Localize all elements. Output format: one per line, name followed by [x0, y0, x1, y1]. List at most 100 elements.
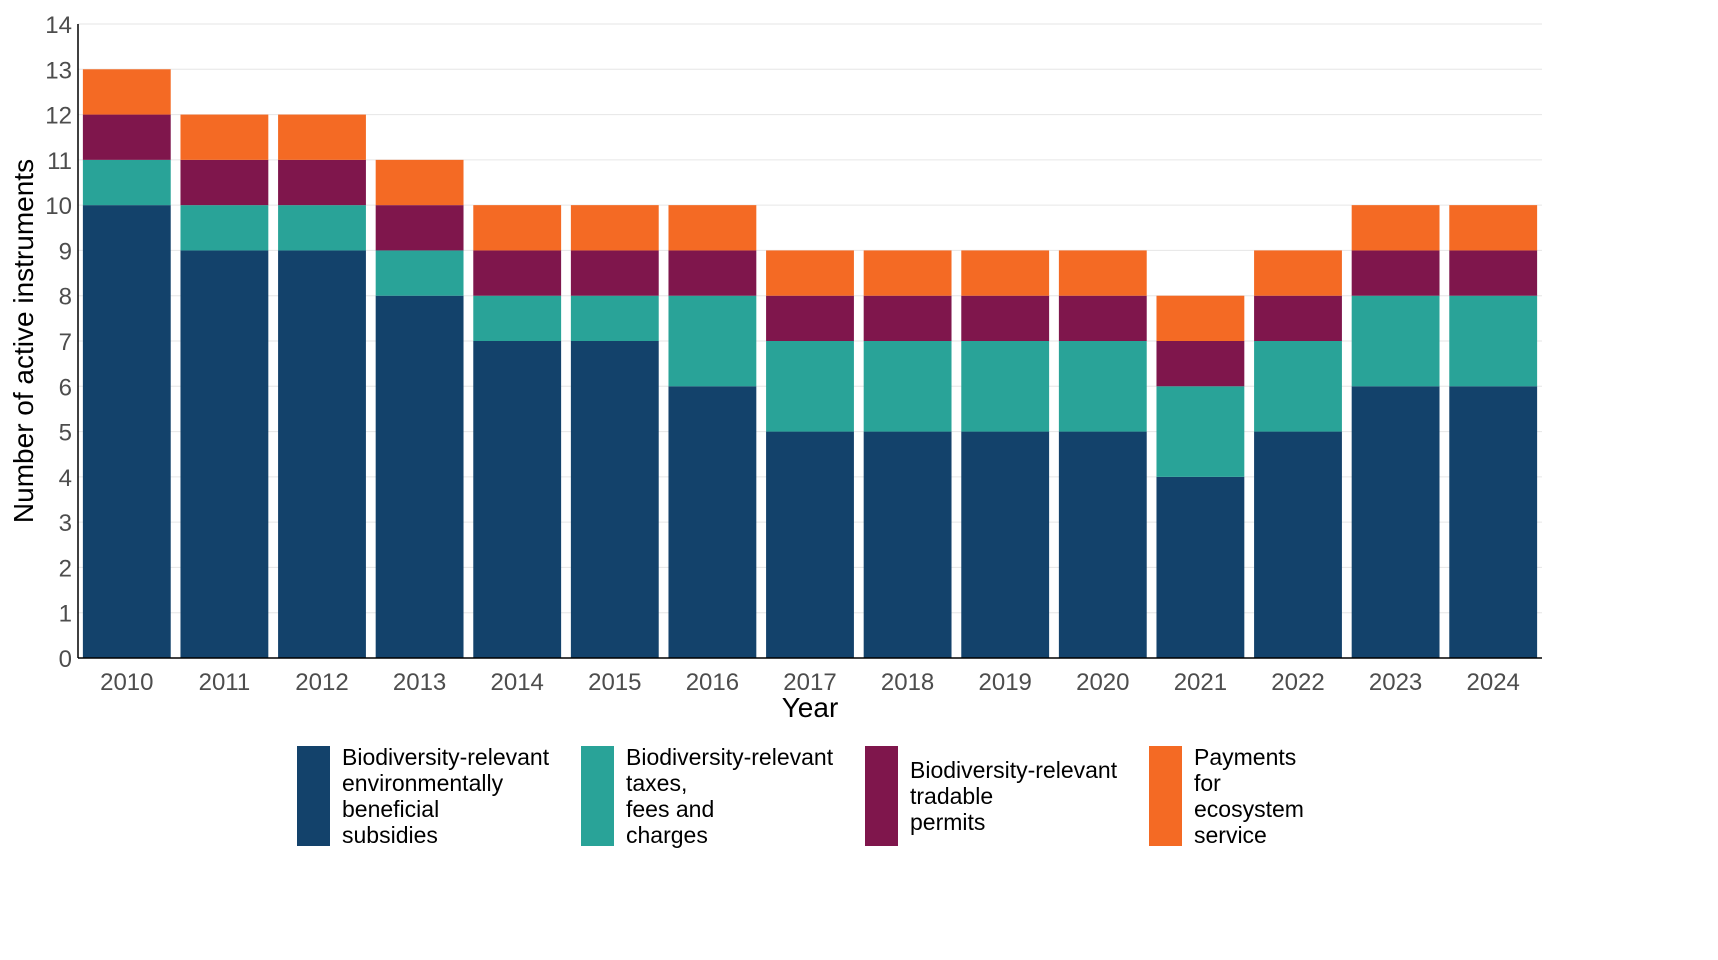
bar-segment-series-3-2018 — [863, 250, 952, 296]
bar-segment-series-0-2022 — [1254, 431, 1342, 658]
legend-swatch — [581, 746, 614, 846]
bar-segment-series-1-2010 — [82, 159, 171, 206]
legend-swatch — [297, 746, 330, 846]
bar-segment-series-1-2024 — [1449, 295, 1538, 387]
bar-segment-series-0-2015 — [570, 341, 659, 658]
x-tick-label: 2017 — [783, 669, 836, 696]
bar-segment-series-1-2020 — [1058, 341, 1147, 432]
y-axis-title: Number of active instruments — [8, 159, 39, 523]
bar-segment-series-1-2017 — [766, 341, 854, 432]
x-tick-labels: 2010 2011 2012 2013 2014 2015 2016 2017 2018 2019… — [100, 669, 1520, 696]
y-tick-label: 13 — [45, 57, 72, 84]
bar-segment-series-3-2017 — [766, 250, 854, 296]
bars — [82, 69, 1538, 658]
bar-segment-series-1-2014 — [473, 295, 562, 341]
bar-segment-series-0-2019 — [961, 431, 1050, 658]
bar-segment-series-1-2021 — [1156, 386, 1245, 477]
bar-segment-series-0-2011 — [180, 250, 269, 658]
legend-item: Biodiversity-relevant taxes, fees and ch… — [581, 744, 865, 848]
bar-segment-series-2-2020 — [1058, 295, 1147, 341]
legend-label: Biodiversity-relevant tradable permits — [910, 757, 1118, 835]
bar-segment-series-2-2016 — [668, 250, 757, 296]
bar-segment-series-2-2012 — [278, 159, 366, 206]
bar-segment-series-0-2014 — [473, 341, 562, 658]
bar-segment-series-0-2012 — [278, 250, 366, 658]
x-tick-label: 2022 — [1271, 669, 1324, 696]
y-tick-label: 7 — [59, 329, 72, 356]
y-tick-label: 4 — [59, 465, 72, 492]
bar-segment-series-3-2015 — [570, 205, 659, 251]
bar-segment-series-0-2020 — [1058, 431, 1147, 658]
bar-segment-series-0-2016 — [668, 386, 757, 658]
bar-segment-series-3-2010 — [82, 69, 171, 115]
bar-segment-series-3-2014 — [473, 205, 562, 251]
legend-swatch — [1149, 746, 1182, 846]
bar-segment-series-2-2021 — [1156, 341, 1245, 387]
bar-segment-series-0-2024 — [1449, 386, 1538, 658]
bar-segment-series-0-2021 — [1156, 476, 1245, 658]
legend-label: Biodiversity-relevant environmentally be… — [342, 744, 550, 848]
bar-segment-series-0-2017 — [766, 431, 854, 658]
bar-segment-series-1-2018 — [863, 341, 952, 432]
bar-segment-series-1-2022 — [1254, 341, 1342, 432]
bar-segment-series-3-2024 — [1449, 205, 1538, 251]
legend-item: Biodiversity-relevant environmentally be… — [297, 744, 581, 848]
bar-segment-series-3-2012 — [278, 114, 366, 160]
bar-segment-series-0-2010 — [82, 205, 171, 658]
bar-segment-series-2-2023 — [1351, 250, 1440, 296]
x-tick-label: 2023 — [1369, 669, 1422, 696]
bar-segment-series-1-2015 — [570, 295, 659, 341]
bar-segment-series-2-2018 — [863, 295, 952, 341]
bar-segment-series-2-2013 — [375, 205, 464, 251]
bar-segment-series-2-2010 — [82, 114, 171, 160]
bar-segment-series-3-2021 — [1156, 295, 1245, 341]
bar-segment-series-3-2016 — [668, 205, 757, 251]
bar-segment-series-2-2011 — [180, 159, 269, 206]
bar-segment-series-1-2016 — [668, 295, 757, 387]
legend-item: Biodiversity-relevant tradable permits — [865, 744, 1149, 848]
x-tick-label: 2024 — [1467, 669, 1520, 696]
bar-segment-series-2-2017 — [766, 295, 854, 341]
legend-label: Payments for ecosystem service — [1194, 744, 1304, 848]
bar-segment-series-1-2013 — [375, 250, 464, 296]
x-tick-label: 2010 — [100, 669, 153, 696]
bar-segment-series-3-2013 — [375, 159, 464, 206]
legend-item: Payments for ecosystem service — [1149, 744, 1433, 848]
y-tick-label: 12 — [45, 103, 72, 130]
bar-segment-series-3-2022 — [1254, 250, 1342, 296]
bar-segment-series-2-2024 — [1449, 250, 1538, 296]
bar-segment-series-3-2019 — [961, 250, 1050, 296]
bar-segment-series-0-2013 — [375, 295, 464, 658]
legend: Biodiversity-relevant environmentally be… — [297, 744, 1433, 848]
x-axis-title: Year — [782, 692, 839, 723]
bar-segment-series-1-2019 — [961, 341, 1050, 432]
bar-segment-series-1-2012 — [278, 205, 366, 251]
x-tick-label: 2019 — [979, 669, 1032, 696]
bar-segment-series-2-2022 — [1254, 295, 1342, 341]
legend-label: Biodiversity-relevant taxes, fees and ch… — [626, 744, 834, 848]
bar-segment-series-1-2023 — [1351, 295, 1440, 387]
y-tick-label: 8 — [59, 284, 72, 311]
x-tick-label: 2020 — [1076, 669, 1129, 696]
y-tick-label: 0 — [59, 646, 72, 673]
y-tick-label: 5 — [59, 420, 72, 447]
bar-segment-series-0-2023 — [1351, 386, 1440, 658]
bar-segment-series-2-2015 — [570, 250, 659, 296]
bar-segment-series-3-2023 — [1351, 205, 1440, 251]
x-tick-label: 2011 — [199, 669, 251, 696]
bar-segment-series-2-2014 — [473, 250, 562, 296]
y-tick-label: 9 — [59, 238, 72, 265]
bar-segment-series-1-2011 — [180, 205, 269, 251]
x-tick-label: 2016 — [686, 669, 739, 696]
x-tick-label: 2014 — [491, 669, 544, 696]
x-tick-label: 2021 — [1174, 669, 1227, 696]
x-tick-label: 2012 — [295, 669, 348, 696]
x-tick-label: 2018 — [881, 669, 934, 696]
y-tick-label: 10 — [45, 193, 72, 220]
y-tick-label: 11 — [47, 148, 72, 175]
bar-segment-series-2-2019 — [961, 295, 1050, 341]
y-tick-label: 3 — [59, 510, 72, 537]
bar-segment-series-3-2011 — [180, 114, 269, 160]
